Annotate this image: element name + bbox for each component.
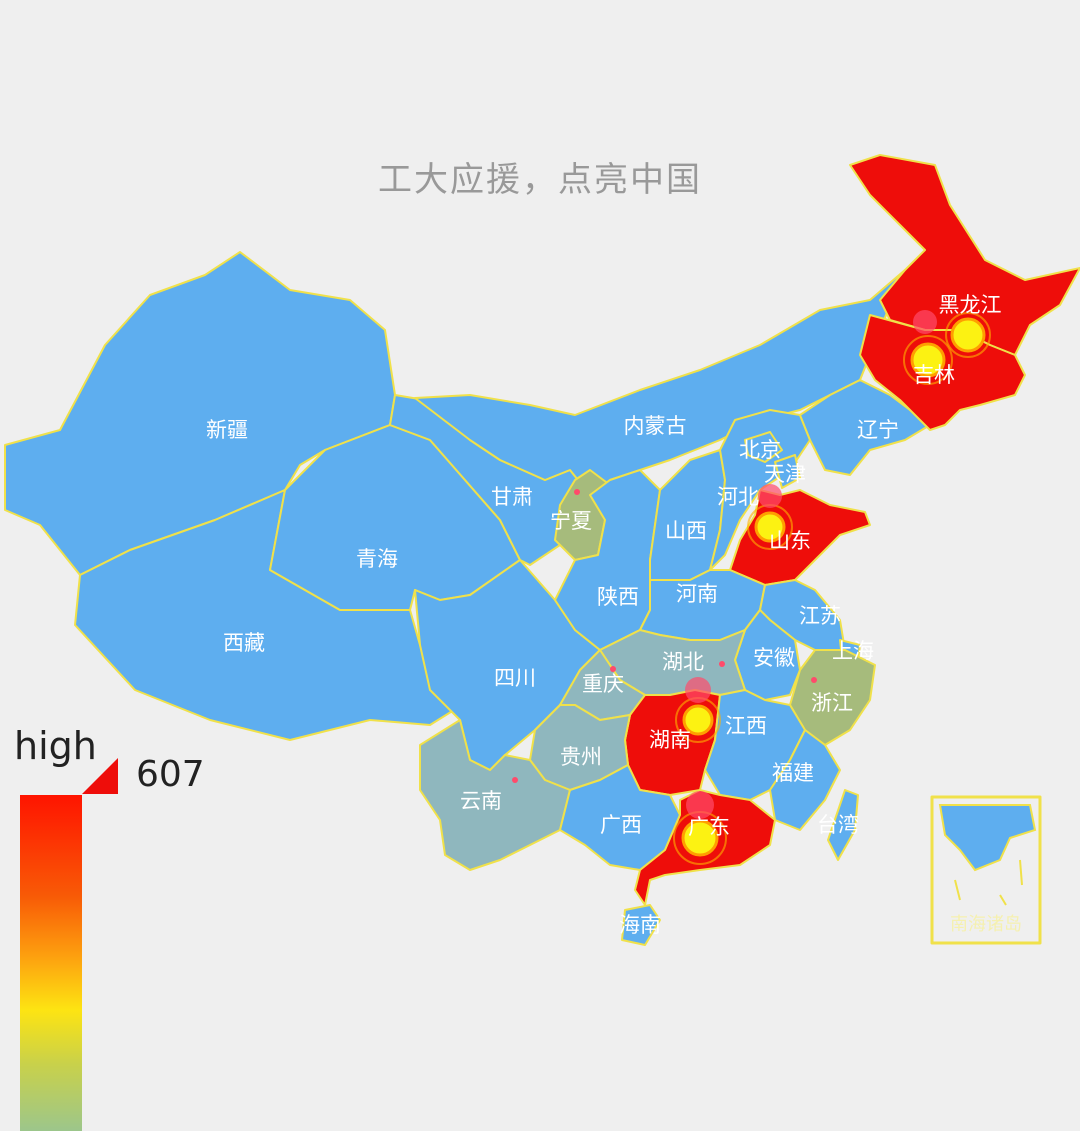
label-shanghai: 上海	[832, 639, 874, 663]
label-jilin: 吉林	[913, 363, 955, 387]
label-neimenggu: 内蒙古	[624, 414, 687, 438]
label-tianjin: 天津	[764, 462, 806, 486]
label-ningxia: 宁夏	[550, 509, 592, 533]
province-hainan[interactable]	[621, 904, 661, 946]
label-xinjiang: 新疆	[206, 418, 248, 442]
marker-guangdong	[673, 791, 727, 865]
label-gansu: 甘肃	[491, 485, 533, 509]
label-anhui: 安徽	[753, 646, 795, 670]
inset-islands	[938, 804, 1037, 906]
label-shandong: 山东	[769, 529, 811, 553]
label-taiwan: 台湾	[817, 813, 859, 837]
label-hubei: 湖北	[662, 650, 704, 674]
label-guangdong: 广东	[688, 815, 730, 839]
province-fujian[interactable]	[769, 729, 841, 831]
label-hainan: 海南	[619, 913, 661, 937]
label-zhejiang: 浙江	[811, 691, 853, 715]
south-china-sea-inset	[930, 795, 1042, 945]
marker-heilongjiang	[913, 310, 991, 358]
visual-map-max-label: high	[14, 724, 97, 768]
label-chongqing: 重庆	[582, 672, 624, 696]
label-qinghai: 青海	[356, 547, 398, 571]
label-liaoning: 辽宁	[857, 418, 899, 442]
label-nanhai: 南海诸岛	[950, 914, 1022, 935]
label-beijing: 北京	[739, 438, 781, 462]
label-yunnan: 云南	[460, 789, 502, 813]
label-jiangxi: 江西	[725, 714, 767, 738]
province-taiwan[interactable]	[827, 789, 859, 861]
province-tianjin[interactable]	[774, 454, 801, 489]
label-heilongjiang: 黑龙江	[939, 293, 1002, 317]
visual-map-handle[interactable]	[82, 758, 118, 794]
label-shaanxi: 陕西	[597, 585, 639, 609]
province-beijing[interactable]	[744, 431, 783, 463]
marker-shandong	[747, 484, 793, 550]
label-fujian: 福建	[772, 761, 814, 785]
label-sichuan: 四川	[494, 666, 536, 690]
label-shanxi: 山西	[665, 519, 707, 543]
label-hunan: 湖南	[649, 728, 691, 752]
visual-map-max-value: 607	[136, 754, 205, 795]
label-henan: 河南	[676, 582, 718, 606]
city-dots	[512, 489, 817, 783]
map-title: 工大应援，点亮中国	[378, 160, 702, 200]
visual-map-gradient-bar[interactable]	[20, 795, 82, 1131]
label-guangxi: 广西	[600, 813, 642, 837]
province-liaoning[interactable]	[799, 379, 931, 476]
label-jiangsu: 江苏	[799, 604, 841, 628]
label-xizang: 西藏	[223, 631, 265, 655]
marker-jilin	[903, 335, 953, 385]
marker-hunan	[675, 677, 721, 743]
label-hebei: 河北	[717, 485, 759, 509]
label-guizhou: 贵州	[560, 745, 602, 769]
